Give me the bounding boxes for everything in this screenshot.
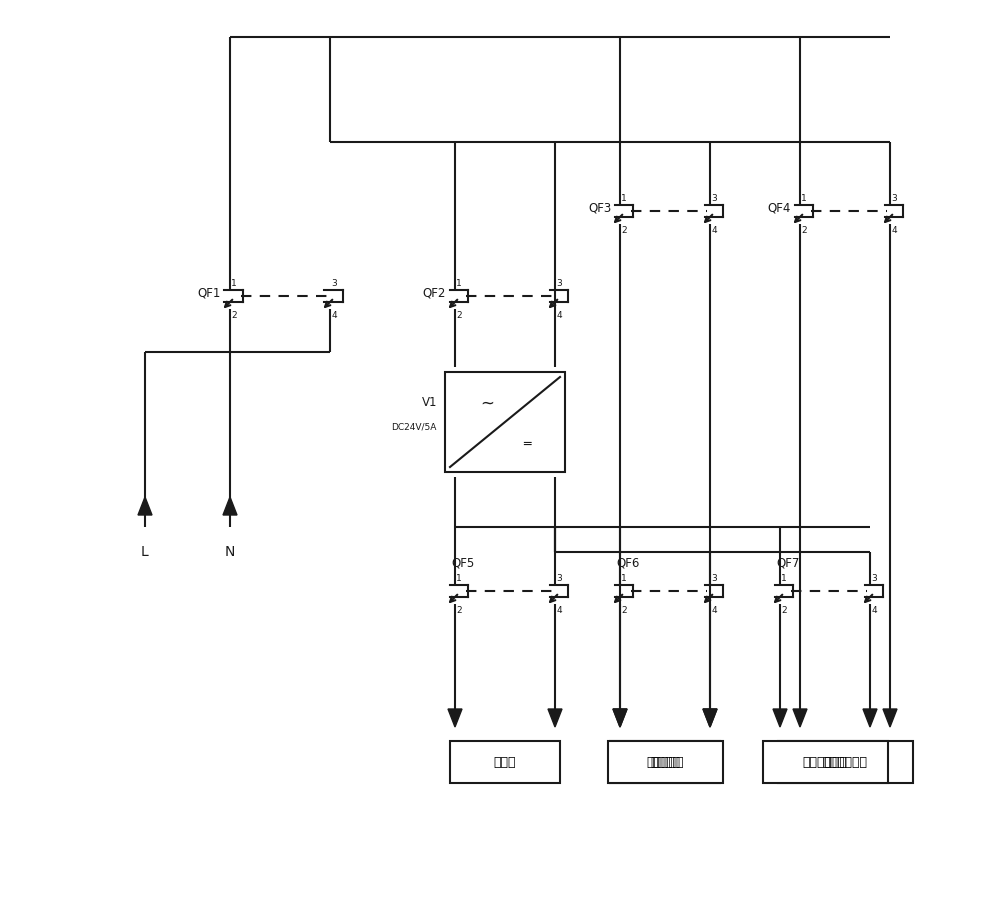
Text: 触摸屏: 触摸屏 xyxy=(494,756,516,768)
Text: DC24V/5A: DC24V/5A xyxy=(392,423,437,432)
Text: 2: 2 xyxy=(621,226,627,235)
Text: 2: 2 xyxy=(456,606,462,615)
Text: 1: 1 xyxy=(231,278,237,288)
Text: QF2: QF2 xyxy=(423,287,446,299)
Text: 1: 1 xyxy=(456,278,462,288)
Text: 3: 3 xyxy=(556,574,562,582)
Text: ~: ~ xyxy=(480,395,494,413)
Bar xyxy=(763,741,888,783)
Text: QF3: QF3 xyxy=(588,201,611,215)
Polygon shape xyxy=(613,709,627,727)
Text: 2: 2 xyxy=(456,311,462,320)
Text: 2: 2 xyxy=(781,606,787,615)
Polygon shape xyxy=(773,709,787,727)
Text: 3: 3 xyxy=(331,278,337,288)
Text: 模块电源: 模块电源 xyxy=(650,756,680,768)
Text: V1: V1 xyxy=(422,395,437,408)
Text: 中央控制单元: 中央控制单元 xyxy=(802,756,848,768)
Polygon shape xyxy=(863,709,877,727)
Text: 2: 2 xyxy=(231,311,237,320)
Bar xyxy=(608,741,722,783)
Bar xyxy=(445,372,565,472)
Text: 3: 3 xyxy=(871,574,877,582)
Text: QF1: QF1 xyxy=(198,287,221,299)
Text: 3: 3 xyxy=(891,194,897,202)
Polygon shape xyxy=(138,497,152,515)
Polygon shape xyxy=(703,709,717,727)
Bar xyxy=(778,741,912,783)
Text: 1: 1 xyxy=(781,574,787,582)
Text: ═: ═ xyxy=(523,437,531,451)
Bar xyxy=(450,741,560,783)
Text: 4: 4 xyxy=(891,226,897,235)
Polygon shape xyxy=(883,709,897,727)
Text: N: N xyxy=(225,545,235,559)
Polygon shape xyxy=(548,709,562,727)
Text: 3: 3 xyxy=(556,278,562,288)
Text: QF7: QF7 xyxy=(777,557,800,570)
Text: 1: 1 xyxy=(621,194,627,202)
Text: 4: 4 xyxy=(556,606,562,615)
Text: 1: 1 xyxy=(621,574,627,582)
Text: 2: 2 xyxy=(801,226,807,235)
Text: 4: 4 xyxy=(556,311,562,320)
Polygon shape xyxy=(448,709,462,727)
Text: 1: 1 xyxy=(456,574,462,582)
Text: 3: 3 xyxy=(711,194,717,202)
Polygon shape xyxy=(793,709,807,727)
Text: QF4: QF4 xyxy=(768,201,791,215)
Text: L: L xyxy=(141,545,149,559)
Text: 2: 2 xyxy=(621,606,627,615)
Text: 3: 3 xyxy=(711,574,717,582)
Text: 4: 4 xyxy=(331,311,337,320)
Text: 信号隔离器: 信号隔离器 xyxy=(646,756,684,768)
Bar xyxy=(610,741,720,783)
Polygon shape xyxy=(223,497,237,515)
Text: 4: 4 xyxy=(711,226,717,235)
Polygon shape xyxy=(613,709,627,727)
Text: 1: 1 xyxy=(801,194,807,202)
Text: 备用电源接口: 备用电源接口 xyxy=(822,756,867,768)
Text: QF5: QF5 xyxy=(452,557,475,570)
Text: QF6: QF6 xyxy=(617,557,640,570)
Polygon shape xyxy=(703,709,717,727)
Text: 4: 4 xyxy=(871,606,877,615)
Text: 4: 4 xyxy=(711,606,717,615)
